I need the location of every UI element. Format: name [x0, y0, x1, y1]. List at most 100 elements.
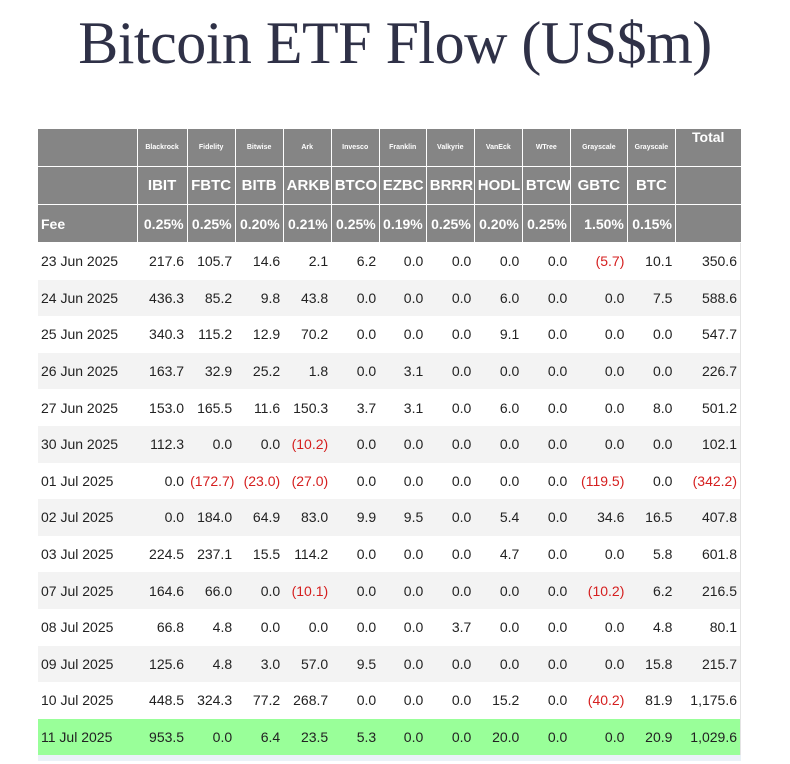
row-date: 25 Jun 2025	[38, 316, 138, 353]
flow-cell: 9.9	[331, 499, 380, 536]
flow-cell: 3.1	[379, 389, 427, 426]
row-total: 501.2	[675, 389, 742, 426]
flow-cell: 436.3	[137, 279, 188, 317]
ticker-header: EZBC	[379, 166, 427, 205]
flow-cell: 0.0	[570, 425, 628, 463]
flow-cell: 184.0	[187, 499, 236, 536]
table-row: 10 Jul 2025 448.5 324.3 77.2 268.7 0.0 0.0 0.0 1…	[38, 682, 742, 719]
flow-cell: 0.0	[570, 389, 628, 426]
flow-cell: 15.5	[235, 535, 284, 573]
flow-cell: 66.8	[137, 608, 188, 646]
flow-cell: 0.0	[627, 352, 676, 390]
flow-cell: (23.0)	[235, 462, 284, 500]
flow-cell: 4.7	[474, 535, 523, 573]
row-total: 1,029.6	[675, 718, 742, 756]
row-total: 102.1	[675, 425, 742, 463]
fee-value: 0.25%	[426, 204, 475, 243]
flow-cell: 0.0	[331, 462, 380, 500]
fee-value: 0.25%	[187, 204, 236, 243]
issuer-header: Ark	[283, 129, 332, 167]
table-row: 30 Jun 2025 112.3 0.0 0.0 (10.2) 0.0 0.0 0.0 0.0…	[38, 425, 742, 463]
flow-cell: 0.0	[426, 572, 475, 609]
ticker-header-blank	[38, 166, 138, 205]
flow-cell: 0.0	[627, 462, 676, 500]
flow-cell: 0.0	[426, 645, 475, 683]
flow-cell: 10.1	[627, 242, 676, 280]
ticker-header: BTCO	[331, 166, 380, 205]
table-row: 08 Jul 2025 66.8 4.8 0.0 0.0 0.0 0.0 3.7 0.0 0.0 0…	[38, 608, 742, 646]
ticker-header: ARKB	[283, 166, 332, 205]
fee-value: 1.50%	[570, 204, 628, 243]
flow-cell: 0.0	[474, 425, 523, 463]
row-date: 11 Jul 2025	[38, 718, 138, 756]
flow-cell: (10.2)	[283, 425, 332, 463]
flow-cell: 43.8	[283, 279, 332, 317]
issuer-header: WTree	[522, 129, 571, 167]
row-total: 601.8	[675, 535, 742, 573]
row-date: 23 Jun 2025	[38, 242, 138, 280]
flow-cell: 0.0	[522, 645, 571, 683]
flow-cell: 164.6	[137, 572, 188, 609]
flow-cell: 14.6	[235, 242, 284, 280]
flow-cell: 0.0	[379, 242, 427, 280]
total-header: Total	[675, 129, 741, 167]
issuer-header: Bitwise	[235, 129, 284, 167]
ticker-header-blank-total	[675, 166, 741, 205]
flow-cell: 0.0	[522, 462, 571, 500]
flow-cell: 9.8	[235, 279, 284, 317]
row-total: 407.8	[675, 499, 742, 536]
flow-cell: 0.0	[627, 316, 676, 353]
flow-cell: 0.0	[570, 352, 628, 390]
table-row: 11 Jul 2025 953.5 0.0 6.4 23.5 5.3 0.0 0.0 20.0 0…	[38, 718, 742, 756]
flow-cell: 105.7	[187, 242, 236, 280]
flow-cell: 163.7	[137, 352, 188, 390]
flow-cell: 0.0	[426, 352, 475, 390]
flow-cell: (5.7)	[570, 242, 628, 280]
flow-cell: 23.5	[283, 718, 332, 756]
flow-cell: 4.8	[627, 608, 676, 646]
flow-cell: 0.0	[426, 425, 475, 463]
row-date: 01 Jul 2025	[38, 462, 138, 500]
flow-cell: 5.3	[331, 718, 380, 756]
flow-cell: 0.0	[379, 718, 427, 756]
row-total: 588.6	[675, 279, 742, 317]
flow-cell: 0.0	[331, 535, 380, 573]
flow-cell: 0.0	[474, 645, 523, 683]
flow-cell: 32.9	[187, 352, 236, 390]
flow-cell: (27.0)	[283, 462, 332, 500]
flow-cell: 0.0	[522, 352, 571, 390]
flow-cell: 77.2	[235, 682, 284, 719]
flow-cell: 0.0	[379, 462, 427, 500]
flow-cell: 0.0	[187, 718, 236, 756]
table-row: 03 Jul 2025 224.5 237.1 15.5 114.2 0.0 0.0 0.0 4…	[38, 535, 742, 573]
flow-cell: 0.0	[426, 718, 475, 756]
flow-cell: 115.2	[187, 316, 236, 353]
flow-cell: 0.0	[331, 425, 380, 463]
flow-cell: 0.0	[137, 499, 188, 536]
issuer-header-blank	[38, 129, 138, 167]
fee-label: Fee	[38, 204, 138, 243]
row-total: (342.2)	[675, 462, 742, 500]
flow-cell: 0.0	[331, 682, 380, 719]
flow-cell: 0.0	[426, 462, 475, 500]
row-total: 216.5	[675, 572, 742, 609]
table-tail-row	[38, 755, 741, 762]
fee-blank-total	[675, 204, 741, 243]
flow-cell: 237.1	[187, 535, 236, 573]
row-date: 10 Jul 2025	[38, 682, 138, 719]
flow-cell: 0.0	[522, 389, 571, 426]
table-row: 27 Jun 2025 153.0 165.5 11.6 150.3 3.7 3.1 0.0 6…	[38, 389, 742, 426]
flow-cell: 15.2	[474, 682, 523, 719]
fee-value: 0.15%	[627, 204, 676, 243]
ticker-header: IBIT	[137, 166, 188, 205]
flow-cell: 0.0	[522, 316, 571, 353]
flow-cell: (172.7)	[187, 462, 236, 500]
flow-cell: 0.0	[331, 352, 380, 390]
flow-cell: 0.0	[474, 242, 523, 280]
row-date: 24 Jun 2025	[38, 279, 138, 317]
flow-cell: 5.8	[627, 535, 676, 573]
flow-cell: 0.0	[474, 462, 523, 500]
issuer-header: Blackrock	[137, 129, 188, 167]
flow-cell: 224.5	[137, 535, 188, 573]
flow-cell: 0.0	[522, 608, 571, 646]
